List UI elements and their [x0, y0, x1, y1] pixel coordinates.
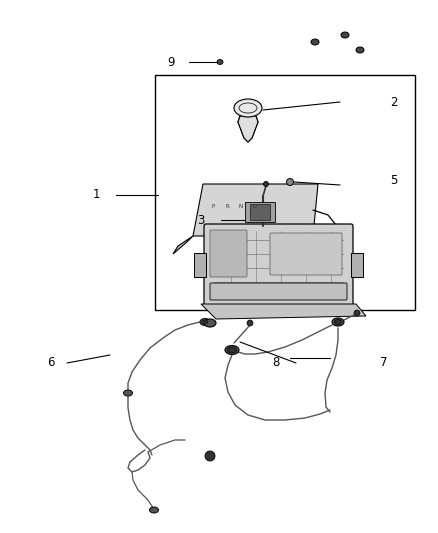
Polygon shape [173, 236, 193, 254]
Ellipse shape [124, 390, 133, 396]
Ellipse shape [234, 99, 262, 117]
Text: D: D [253, 204, 257, 208]
FancyBboxPatch shape [204, 224, 353, 306]
Polygon shape [201, 304, 366, 319]
Ellipse shape [225, 345, 239, 354]
Ellipse shape [227, 347, 237, 353]
Bar [351, 253, 363, 277]
FancyBboxPatch shape [270, 233, 342, 275]
Ellipse shape [204, 319, 216, 327]
Ellipse shape [335, 319, 342, 325]
Ellipse shape [217, 60, 223, 64]
Text: 2: 2 [390, 95, 398, 109]
FancyBboxPatch shape [210, 230, 247, 277]
Bar [194, 253, 206, 277]
Ellipse shape [264, 182, 268, 187]
Bar [155, 75, 415, 310]
Polygon shape [193, 184, 318, 236]
Text: R: R [225, 204, 229, 208]
Text: 3: 3 [198, 214, 205, 227]
Ellipse shape [311, 39, 319, 45]
Ellipse shape [286, 179, 293, 185]
Ellipse shape [356, 47, 364, 53]
Ellipse shape [200, 319, 210, 326]
Text: 7: 7 [380, 357, 388, 369]
FancyBboxPatch shape [210, 283, 347, 300]
Bar [245, 202, 275, 222]
Ellipse shape [341, 32, 349, 38]
Circle shape [247, 320, 253, 326]
Text: N: N [239, 204, 243, 208]
Ellipse shape [149, 507, 159, 513]
Text: 1: 1 [92, 189, 100, 201]
Bar [250, 204, 270, 220]
Text: 5: 5 [390, 174, 397, 187]
Text: 6: 6 [47, 357, 55, 369]
Text: 8: 8 [272, 357, 280, 369]
Polygon shape [238, 116, 258, 142]
Ellipse shape [202, 320, 208, 324]
Circle shape [205, 451, 215, 461]
Ellipse shape [332, 318, 344, 326]
Text: 9: 9 [167, 55, 175, 69]
Text: P: P [212, 204, 215, 208]
Circle shape [354, 310, 360, 316]
